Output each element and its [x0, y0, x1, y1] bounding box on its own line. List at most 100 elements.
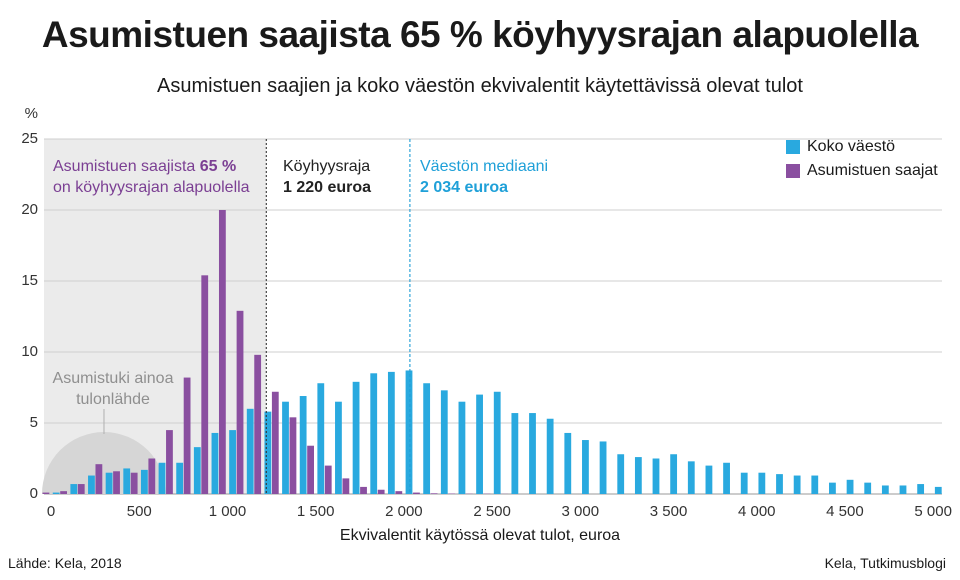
bar-population — [405, 370, 413, 494]
x-tick-label: 500 — [126, 503, 152, 520]
bar-population — [140, 469, 148, 494]
poverty-label: Köyhyysraja — [283, 158, 371, 175]
bar-population — [564, 432, 572, 494]
share-annotation: Asumistuen saajista 65 % on köyhyysrajan… — [53, 156, 250, 198]
bar-recipients — [60, 491, 67, 494]
bar-population — [299, 396, 307, 494]
bar-recipients — [395, 491, 403, 494]
bar-recipients — [130, 472, 138, 494]
legend-item-population: Koko väestö — [786, 135, 938, 159]
bar-population — [105, 472, 113, 494]
bar-recipients — [430, 493, 438, 494]
bar-recipients — [166, 430, 173, 494]
bar-population — [282, 401, 289, 494]
x-tick-label: 4 500 — [826, 503, 864, 520]
bar-recipients — [289, 417, 297, 494]
bar-recipients — [77, 484, 85, 494]
bar-population — [634, 457, 642, 494]
bar-recipients — [42, 492, 50, 494]
bar-population — [617, 454, 625, 494]
bar-population — [511, 413, 519, 494]
bar-population — [123, 468, 131, 494]
bar-population — [52, 492, 60, 494]
y-tick-label: 10 — [21, 343, 38, 360]
y-tick-label: 20 — [21, 201, 38, 218]
bar-population — [705, 465, 713, 494]
bar-recipients — [413, 492, 420, 494]
share-line2: on köyhyysrajan alapuolella — [53, 179, 250, 196]
y-tick-label: 5 — [29, 414, 38, 431]
bar-recipients — [183, 377, 191, 494]
bar-recipients — [113, 471, 120, 494]
bar-population — [776, 474, 783, 494]
chart-title: Asumistuen saajista 65 % köyhyysrajan al… — [41, 14, 919, 55]
legend: Koko väestö Asumistuen saajat — [786, 135, 938, 183]
bar-population — [493, 391, 501, 494]
x-tick-label: 1 000 — [208, 503, 247, 520]
credit-note: Kela, Tutkimusblogi — [824, 555, 946, 571]
bar-recipients — [148, 458, 156, 494]
bar-population — [582, 440, 589, 494]
median-annotation: Väestön mediaani 2 034 euroa — [420, 156, 548, 198]
only-income-annotation: Asumistuki ainoa tulonlähde — [38, 368, 188, 410]
bar-population — [793, 475, 801, 494]
bar-population — [440, 390, 448, 494]
bar-population — [934, 486, 942, 494]
bar-population — [740, 472, 748, 494]
bar-population — [158, 462, 166, 494]
legend-label-population: Koko väestö — [807, 138, 896, 155]
share-line1: Asumistuen saajista — [53, 158, 196, 175]
bar-population — [193, 447, 201, 494]
bar-recipients — [271, 391, 279, 494]
x-tick-label: 2 500 — [473, 503, 511, 520]
x-tick-label: 0 — [46, 503, 56, 520]
bar-population — [264, 411, 272, 494]
bar-population — [211, 432, 219, 494]
bar-population — [917, 484, 925, 494]
poverty-annotation: Köyhyysraja 1 220 euroa — [283, 156, 371, 198]
x-tick-label: 3 000 — [561, 503, 600, 520]
bar-population — [687, 461, 695, 494]
bar-population — [352, 381, 360, 494]
bar-population — [811, 475, 819, 494]
bar-population — [546, 418, 554, 494]
bar-population — [176, 462, 184, 494]
bar-population — [899, 485, 907, 494]
bar-population — [599, 441, 607, 494]
bar-recipients — [95, 464, 103, 494]
bar-population — [529, 413, 536, 494]
bar-population — [246, 408, 254, 494]
bar-population — [423, 383, 431, 494]
bar-population — [652, 458, 660, 494]
x-tick-label: 1 500 — [296, 503, 335, 520]
legend-swatch-population — [786, 140, 800, 154]
bar-recipients — [236, 310, 244, 494]
bar-population — [881, 485, 889, 494]
x-axis-title: Ekvivalentit käytössä olevat tulot, euro… — [339, 527, 621, 544]
legend-swatch-recipients — [786, 164, 800, 178]
bar-population — [829, 482, 836, 494]
poverty-value: 1 220 euroa — [283, 179, 372, 196]
y-tick-label: 0 — [29, 485, 38, 502]
bar-recipients — [324, 465, 332, 494]
median-value: 2 034 euroa — [420, 179, 509, 196]
share-percent: 65 % — [199, 158, 237, 175]
bar-recipients — [342, 478, 350, 494]
x-tick-label: 2 000 — [385, 503, 423, 520]
bar-population — [758, 472, 766, 494]
bar-population — [458, 401, 466, 494]
only-income-line1: Asumistuki ainoa — [52, 370, 174, 387]
bar-recipients — [307, 445, 314, 494]
bar-recipients — [254, 354, 262, 494]
only-income-line2: tulonlähde — [76, 391, 150, 408]
bar-population — [846, 479, 854, 494]
bar-recipients — [377, 489, 385, 494]
bar-population — [864, 482, 872, 494]
bar-recipients — [360, 486, 367, 494]
bar-recipients — [201, 275, 209, 494]
bar-population — [317, 383, 325, 494]
bar-population — [88, 475, 95, 494]
legend-item-recipients: Asumistuen saajat — [786, 159, 938, 183]
y-axis-unit: % — [24, 105, 38, 122]
